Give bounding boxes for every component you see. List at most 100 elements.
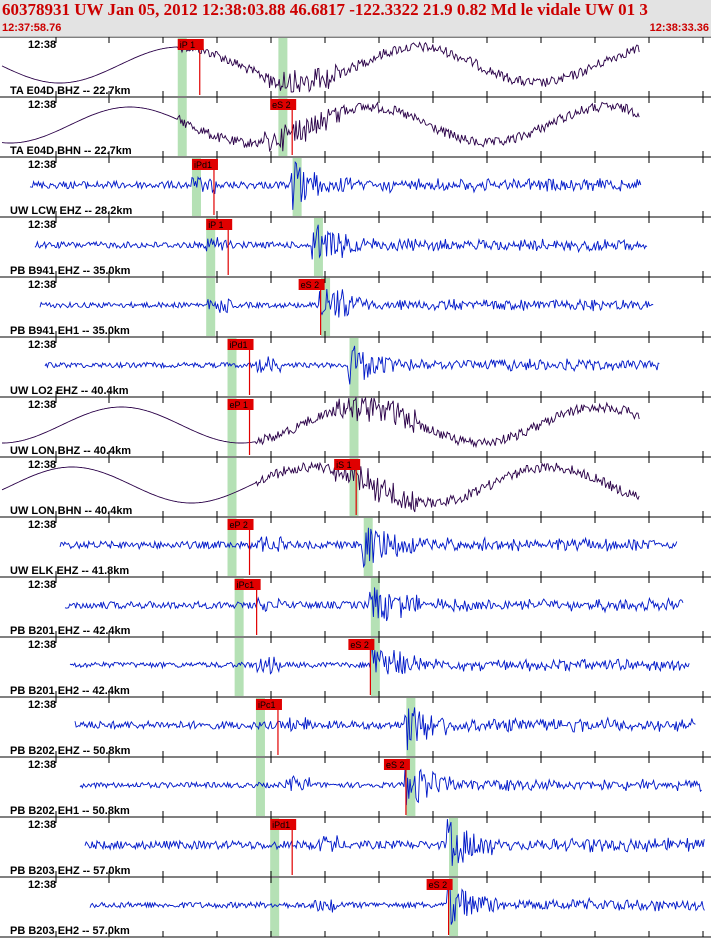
minute-tick-label: 12:38 bbox=[28, 699, 56, 711]
pick-window bbox=[234, 638, 244, 696]
channel-label: PB B202 EH1 -- 50.8km bbox=[10, 805, 130, 817]
pick-window bbox=[449, 818, 459, 876]
waveform-trace[interactable] bbox=[2, 396, 640, 449]
pick-window bbox=[255, 758, 265, 816]
pick-label-box[interactable] bbox=[334, 459, 361, 470]
pick-window bbox=[278, 38, 288, 96]
pick-label-box[interactable] bbox=[348, 639, 375, 650]
waveform-trace[interactable] bbox=[89, 884, 705, 925]
channel-label: PB B203 EH2 -- 57.0km bbox=[10, 925, 130, 937]
pick-label-box[interactable] bbox=[298, 279, 325, 290]
pick-label-box[interactable] bbox=[206, 219, 233, 230]
waveform-trace[interactable] bbox=[74, 707, 696, 751]
pick-label-box[interactable] bbox=[227, 339, 254, 350]
minute-tick-label: 12:38 bbox=[28, 339, 56, 351]
pick-window bbox=[363, 518, 373, 576]
pick-label[interactable]: eS 2 bbox=[272, 100, 291, 110]
waveform-trace[interactable] bbox=[29, 160, 642, 210]
pick-window bbox=[206, 218, 216, 276]
channel-label: UW LON BHZ -- 40.4km bbox=[10, 445, 131, 457]
channel-label: UW ELK EHZ -- 41.8km bbox=[10, 565, 129, 577]
pick-label-box[interactable] bbox=[270, 99, 297, 110]
minute-tick-label: 12:38 bbox=[28, 819, 56, 831]
pick-window bbox=[270, 878, 280, 936]
waveform-trace[interactable] bbox=[1, 101, 640, 153]
pick-window bbox=[206, 278, 216, 336]
pick-label-box[interactable] bbox=[177, 39, 204, 50]
pick-window bbox=[177, 98, 187, 156]
pick-label[interactable]: iPc1 bbox=[237, 580, 255, 590]
minute-tick-label: 12:38 bbox=[28, 759, 56, 771]
pick-label[interactable]: eP 1 bbox=[230, 400, 248, 410]
pick-window bbox=[349, 338, 359, 396]
pick-label[interactable]: eS 2 bbox=[350, 640, 369, 650]
pick-label[interactable]: eS 2 bbox=[301, 280, 320, 290]
pick-window bbox=[255, 698, 265, 756]
waveform-trace[interactable] bbox=[1, 41, 640, 93]
channel-label: PB B203 EHZ -- 57.0km bbox=[10, 865, 131, 877]
channel-label: PB B941 EH1 -- 35.0km bbox=[10, 325, 130, 337]
time-start-label: 12:37:58.76 bbox=[2, 22, 62, 34]
waveform-trace[interactable] bbox=[84, 819, 705, 866]
channel-label: PB B941 EHZ -- 35.0km bbox=[10, 265, 131, 277]
minute-tick-label: 12:38 bbox=[28, 579, 56, 591]
pick-window bbox=[270, 818, 280, 876]
pick-label-box[interactable] bbox=[234, 579, 261, 590]
waveform-trace[interactable] bbox=[34, 224, 648, 260]
pick-window bbox=[227, 338, 237, 396]
pick-label[interactable]: eP 2 bbox=[230, 520, 248, 530]
pick-label[interactable]: iPc1 bbox=[258, 700, 276, 710]
pick-label[interactable]: iPd1 bbox=[194, 160, 212, 170]
minute-tick-label: 12:38 bbox=[28, 879, 56, 891]
pick-label[interactable]: eS 2 bbox=[429, 880, 448, 890]
channel-label: TA E04D BHZ -- 22.7km bbox=[10, 85, 131, 97]
pick-label[interactable]: iPd1 bbox=[272, 820, 290, 830]
minute-tick-label: 12:38 bbox=[28, 219, 56, 231]
pick-window bbox=[227, 458, 237, 516]
pick-label-box[interactable] bbox=[227, 519, 254, 530]
waveform-trace[interactable] bbox=[79, 765, 702, 806]
minute-tick-label: 12:38 bbox=[28, 459, 56, 471]
channel-label: PB B202 EHZ -- 50.8km bbox=[10, 745, 131, 757]
pick-label[interactable]: iPd1 bbox=[230, 340, 248, 350]
waveform-trace[interactable] bbox=[44, 345, 660, 385]
minute-tick-label: 12:38 bbox=[28, 639, 56, 651]
pick-label-box[interactable] bbox=[227, 399, 254, 410]
waveform-trace[interactable] bbox=[39, 288, 654, 318]
pick-window bbox=[349, 458, 359, 516]
minute-tick-label: 12:38 bbox=[28, 279, 56, 291]
pick-label-box[interactable] bbox=[383, 759, 410, 770]
pick-window bbox=[313, 218, 323, 276]
channel-label: UW LON BHN -- 40.4km bbox=[10, 505, 132, 517]
pick-window bbox=[349, 398, 359, 456]
time-end-label: 12:38:33.36 bbox=[649, 22, 709, 34]
pick-label-box[interactable] bbox=[191, 159, 218, 170]
pick-window bbox=[177, 38, 187, 96]
pick-window bbox=[292, 158, 302, 216]
pick-window bbox=[227, 398, 237, 456]
pick-window bbox=[370, 578, 380, 636]
pick-window bbox=[406, 698, 416, 756]
channel-label: UW LO2 EHZ -- 40.4km bbox=[10, 385, 129, 397]
pick-window bbox=[234, 578, 244, 636]
event-title: 60378931 UW Jan 05, 2012 12:38:03.88 46.… bbox=[2, 0, 648, 19]
pick-label-box[interactable] bbox=[426, 879, 453, 890]
waveform-trace[interactable] bbox=[1, 461, 640, 513]
channel-label: PB B201 EHZ -- 42.4km bbox=[10, 625, 131, 637]
pick-label-box[interactable] bbox=[255, 699, 282, 710]
pick-label-box[interactable] bbox=[270, 819, 297, 830]
minute-tick-label: 12:38 bbox=[28, 399, 56, 411]
minute-tick-label: 12:38 bbox=[28, 39, 56, 51]
pick-label[interactable]: iP 1 bbox=[180, 40, 195, 50]
waveform-trace[interactable] bbox=[59, 527, 678, 569]
pick-label[interactable]: iS 1 bbox=[336, 460, 352, 470]
minute-tick-label: 12:38 bbox=[28, 519, 56, 531]
pick-label[interactable]: iP 1 bbox=[208, 220, 223, 230]
pick-window bbox=[227, 518, 237, 576]
waveform-trace[interactable] bbox=[64, 587, 684, 622]
seismogram-panel[interactable]: 12:38 iP 1 TA E04D BHZ -- 22.7km 12:38 eS 2 T… bbox=[0, 37, 711, 938]
pick-label[interactable]: eS 2 bbox=[386, 760, 405, 770]
channel-label: UW LCW EHZ -- 28.2km bbox=[10, 205, 132, 217]
channel-label: PB B201 EH2 -- 42.4km bbox=[10, 685, 130, 697]
waveform-trace[interactable] bbox=[69, 647, 690, 675]
